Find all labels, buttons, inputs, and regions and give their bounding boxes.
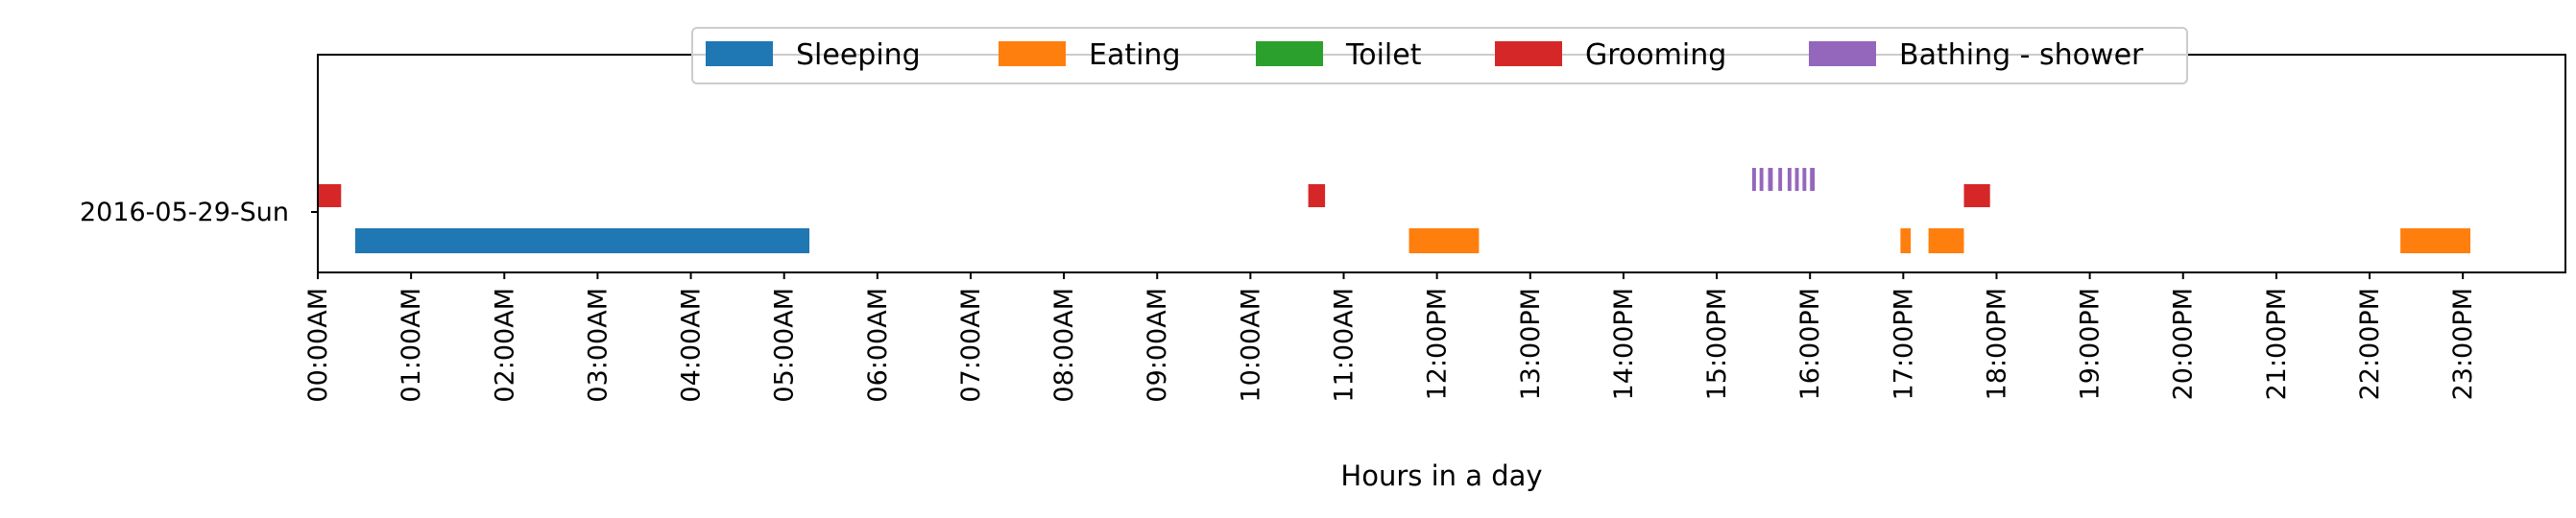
legend-swatch-sleeping bbox=[706, 41, 773, 66]
legend-label: Bathing - shower bbox=[1899, 38, 2144, 72]
x-tick-label: 14:00PM bbox=[1609, 288, 1639, 400]
legend-label: Sleeping bbox=[796, 38, 921, 72]
x-tick-label: 10:00AM bbox=[1236, 288, 1265, 403]
legend-label: Grooming bbox=[1585, 38, 1726, 72]
bar-grooming-0 bbox=[318, 184, 342, 207]
x-tick-label: 02:00AM bbox=[490, 288, 519, 403]
legend-label: Eating bbox=[1089, 38, 1181, 72]
bar-eating-0 bbox=[1408, 228, 1480, 253]
x-tick-label: 13:00PM bbox=[1516, 288, 1546, 400]
legend-label: Toilet bbox=[1345, 38, 1422, 72]
bars-layer bbox=[318, 168, 2470, 253]
bar-bathing-shower-4 bbox=[1787, 168, 1792, 191]
bar-bathing-shower-3 bbox=[1778, 168, 1783, 191]
bar-bathing-shower-7 bbox=[1810, 168, 1816, 191]
x-tick-label: 04:00AM bbox=[677, 288, 707, 403]
legend-swatch-grooming bbox=[1495, 41, 1562, 66]
bar-bathing-shower-2 bbox=[1768, 168, 1773, 191]
bar-bathing-shower-0 bbox=[1752, 168, 1756, 191]
x-tick-label: 06:00AM bbox=[863, 288, 893, 403]
x-tick-label: 00:00AM bbox=[303, 288, 333, 403]
x-tick-label: 01:00AM bbox=[397, 288, 426, 403]
x-tick-label: 17:00PM bbox=[1889, 288, 1918, 400]
y-tick-label: 2016-05-29-Sun bbox=[80, 198, 289, 227]
bar-eating-3 bbox=[2400, 228, 2470, 253]
bar-eating-1 bbox=[1900, 228, 1912, 253]
x-tick-label: 07:00AM bbox=[956, 288, 986, 403]
x-tick-label: 16:00PM bbox=[1795, 288, 1825, 400]
x-tick-label: 08:00AM bbox=[1049, 288, 1079, 403]
x-tick-label: 19:00PM bbox=[2076, 288, 2106, 400]
bar-bathing-shower-1 bbox=[1759, 168, 1764, 191]
legend-swatch-eating bbox=[999, 41, 1066, 66]
x-tick-label: 15:00PM bbox=[1702, 288, 1732, 400]
bar-eating-2 bbox=[1928, 228, 1964, 253]
x-tick-label: 18:00PM bbox=[1982, 288, 2011, 400]
bar-grooming-2 bbox=[1963, 184, 1990, 207]
x-tick-label: 09:00AM bbox=[1143, 288, 1172, 403]
legend: Sleeping Eating Toilet Grooming Bathing - sh… bbox=[691, 27, 2188, 84]
x-tick-label: 22:00PM bbox=[2355, 288, 2385, 400]
x-axis: 00:00AM 01:00AM 02:00AM 03:00AM 04:00AM 05:00… bbox=[303, 272, 2478, 403]
x-tick-label: 05:00AM bbox=[770, 288, 800, 403]
x-tick-label: 23:00PM bbox=[2448, 288, 2478, 400]
bar-bathing-shower-6 bbox=[1802, 168, 1807, 191]
x-axis-label: Hours in a day bbox=[1340, 459, 1542, 492]
y-axis: 2016-05-29-Sun bbox=[80, 198, 318, 227]
legend-swatch-bathing-shower bbox=[1809, 41, 1876, 66]
bar-bathing-shower-5 bbox=[1794, 168, 1799, 191]
x-tick-label: 20:00PM bbox=[2169, 288, 2199, 400]
x-tick-label: 21:00PM bbox=[2262, 288, 2292, 400]
legend-swatch-toilet bbox=[1256, 41, 1323, 66]
bar-grooming-1 bbox=[1308, 184, 1326, 207]
x-tick-label: 12:00PM bbox=[1423, 288, 1453, 400]
bar-sleeping-0 bbox=[354, 228, 809, 253]
x-tick-label: 03:00AM bbox=[583, 288, 613, 403]
x-tick-label: 11:00AM bbox=[1330, 288, 1360, 403]
